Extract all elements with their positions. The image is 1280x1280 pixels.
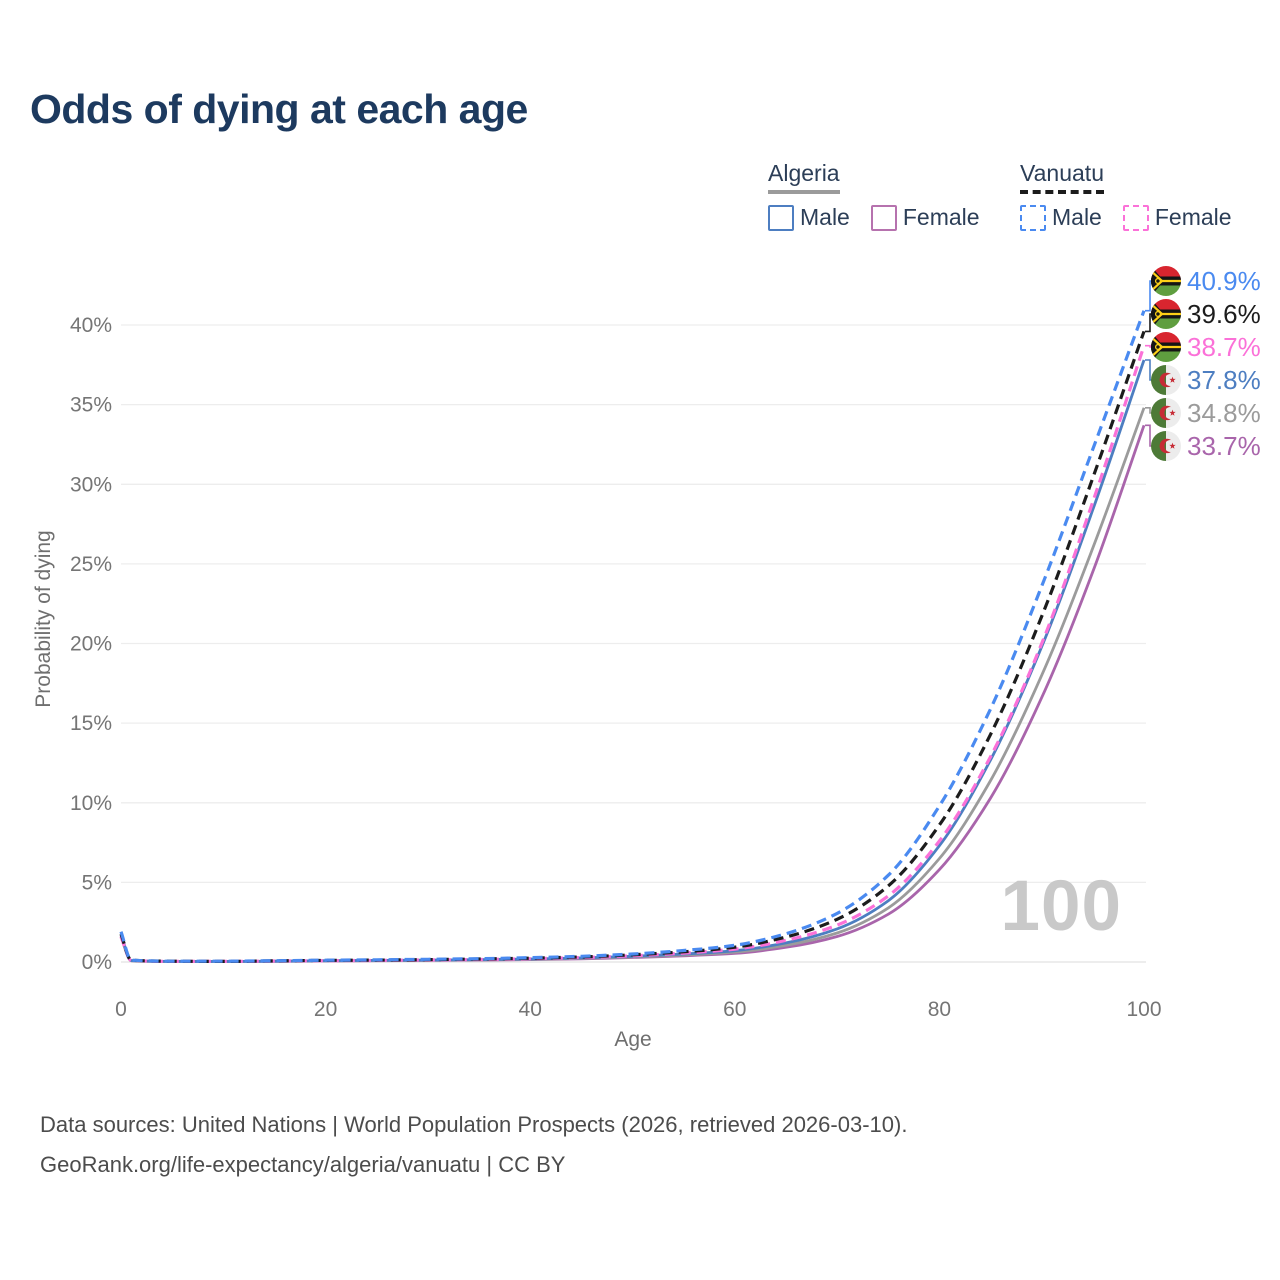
end-label-connector — [1145, 313, 1152, 333]
end-label-vanuatu-female: 38.7% — [1187, 332, 1261, 362]
footer: Data sources: United Nations | World Pop… — [40, 1105, 907, 1185]
x-axis-label: Age — [614, 1028, 652, 1051]
y-tick-label: 30% — [70, 473, 112, 496]
end-label-connector — [1145, 280, 1152, 312]
x-tick-label: 100 — [1126, 998, 1161, 1021]
x-tick-label: 60 — [723, 998, 746, 1021]
legend-item-algeria-male[interactable]: Male — [768, 204, 850, 231]
y-tick-label: 15% — [70, 712, 112, 735]
x-tick-label: 40 — [519, 998, 542, 1021]
vanuatu-flag-icon — [1151, 331, 1181, 362]
legend-item-label: Male — [1052, 204, 1102, 230]
y-tick-label: 40% — [70, 314, 112, 337]
end-label-connector — [1145, 424, 1152, 447]
end-label-algeria-both: 34.8% — [1187, 398, 1261, 428]
end-label-connector — [1145, 344, 1152, 348]
y-tick-label: 5% — [82, 871, 112, 894]
end-label-vanuatu-both: 39.6% — [1187, 299, 1261, 329]
page-title: Odds of dying at each age — [30, 86, 528, 132]
legend-group-algeria: Algeria Male Female — [768, 160, 980, 231]
x-tick-label: 20 — [314, 998, 337, 1021]
legend-item-label: Female — [1154, 204, 1232, 230]
end-label-connector — [1145, 359, 1152, 381]
checkbox-swatch-icon — [768, 204, 794, 231]
legend-item-label: Male — [800, 204, 850, 230]
series-line-vanuatu-male — [119, 310, 1146, 963]
legend-item-vanuatu-female[interactable]: Female — [1122, 204, 1232, 231]
legend-country-label: Vanuatu — [1020, 160, 1104, 194]
legend-country-label: Algeria — [768, 160, 840, 194]
algeria-flag-icon — [1151, 430, 1181, 461]
legend-item-algeria-female[interactable]: Female — [870, 204, 980, 231]
legend-item-label: Female — [902, 204, 980, 230]
y-tick-label: 10% — [70, 792, 112, 815]
footer-data-sources: Data sources: United Nations | World Pop… — [40, 1112, 908, 1137]
y-tick-label: 20% — [70, 633, 112, 656]
y-tick-label: 0% — [82, 951, 112, 974]
footer-attribution: GeoRank.org/life-expectancy/algeria/vanu… — [40, 1152, 566, 1177]
end-label-algeria-male: 37.8% — [1187, 365, 1261, 395]
algeria-flag-icon — [1151, 364, 1181, 395]
checkbox-swatch-icon — [1020, 204, 1046, 231]
end-label-algeria-female: 33.7% — [1187, 431, 1261, 461]
legend-item-vanuatu-male[interactable]: Male — [1020, 204, 1102, 231]
algeria-flag-icon — [1151, 397, 1181, 428]
checkbox-swatch-icon — [1122, 204, 1149, 231]
vanuatu-flag-icon — [1151, 265, 1181, 296]
x-tick-label: 80 — [928, 998, 951, 1021]
end-label-vanuatu-male: 40.9% — [1187, 266, 1261, 296]
y-axis-label: Probability of dying — [32, 530, 55, 708]
checkbox-swatch-icon — [870, 204, 897, 231]
x-tick-label: 0 — [115, 998, 127, 1021]
end-label-connector — [1145, 407, 1152, 414]
vanuatu-flag-icon — [1151, 298, 1181, 329]
watermark-age-100: 100 — [1000, 867, 1122, 946]
y-tick-label: 25% — [70, 553, 112, 576]
legend-group-vanuatu: Vanuatu Male Female — [1020, 160, 1232, 231]
y-tick-label: 35% — [70, 394, 112, 417]
